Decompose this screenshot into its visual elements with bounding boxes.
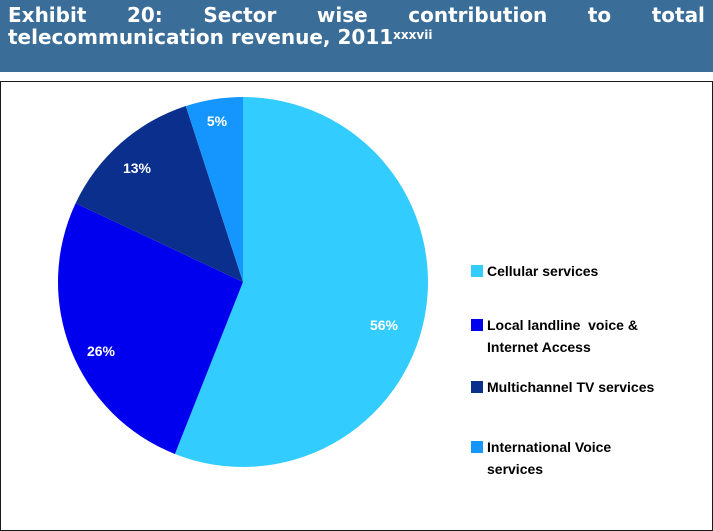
title-word: to <box>587 3 612 27</box>
title-word: Exhibit <box>8 3 87 27</box>
legend-label: Cellular services <box>487 260 712 282</box>
pie-chart: 56% 26% 13% 5% <box>57 97 428 467</box>
pie-slice <box>185 97 243 282</box>
pie-slice <box>174 97 428 467</box>
title-word: contribution <box>408 3 548 27</box>
pie-data-label: 56% <box>370 317 399 333</box>
exhibit-title-line-1: Exhibit 20: Sector wise contribution to … <box>8 3 705 27</box>
pie-data-label: 13% <box>123 160 152 176</box>
legend-label: Local landline voice & Internet Access <box>487 314 712 358</box>
legend-label-line: services <box>487 461 544 477</box>
legend-swatch <box>471 265 483 277</box>
legend-label-line: Local landline voice & <box>487 317 638 333</box>
pie-data-labels: 56% 26% 13% 5% <box>87 113 399 359</box>
legend-label-line: Multichannel TV services <box>487 379 655 395</box>
chart-frame: 56% 26% 13% 5% Cellular services Local landl… <box>0 81 713 531</box>
title-text: telecommunication revenue, 2011 <box>8 25 394 49</box>
title-word: wise <box>316 3 368 27</box>
pie-data-label: 5% <box>207 113 228 129</box>
pie-slices <box>57 97 428 467</box>
pie-slice <box>57 203 243 455</box>
title-word: Sector <box>203 3 277 27</box>
legend-label-line: Cellular services <box>487 263 599 279</box>
title-word: total <box>651 3 705 27</box>
legend-label: International Voice services <box>487 436 712 480</box>
footnote-reference: xxxvii <box>393 28 433 42</box>
legend-swatch <box>471 381 483 393</box>
exhibit-title-bar: Exhibit 20: Sector wise contribution to … <box>0 0 713 72</box>
pie-slice <box>75 106 243 283</box>
exhibit-title-line-2: telecommunication revenue, 2011xxxvii <box>8 26 705 48</box>
pie-data-label: 26% <box>87 343 116 359</box>
legend-swatch <box>471 319 483 331</box>
legend-label-line: International Voice <box>487 439 612 455</box>
legend-swatch <box>471 441 483 453</box>
title-word: 20: <box>126 3 163 27</box>
legend-label-line: Internet Access <box>487 339 591 355</box>
legend-label: Multichannel TV services <box>487 376 712 398</box>
